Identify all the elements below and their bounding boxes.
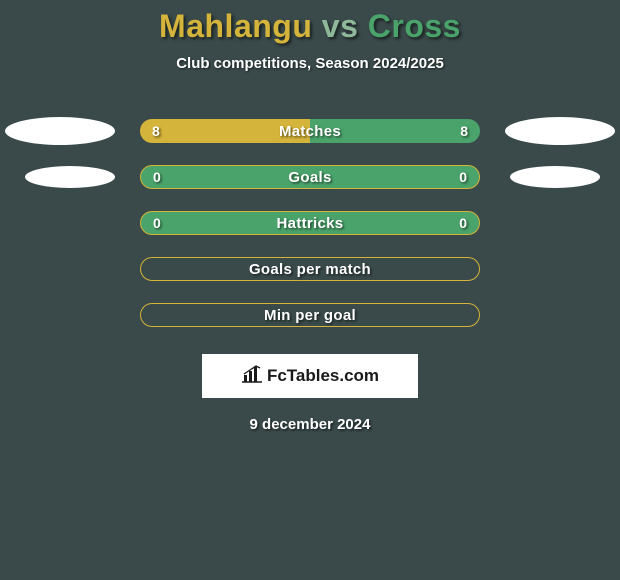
bar-chart-icon	[241, 365, 263, 388]
stat-value-left: 0	[153, 215, 161, 231]
stat-label: Goals	[288, 169, 331, 186]
stat-pill: 0 Hattricks 0	[140, 211, 480, 235]
left-marker	[5, 117, 115, 145]
stat-row: Min per goal	[0, 292, 620, 338]
vs-label: vs	[322, 8, 359, 44]
stat-label: Matches	[279, 123, 341, 140]
right-marker	[510, 166, 600, 188]
date-label: 9 december 2024	[0, 416, 620, 433]
stat-rows: 8 Matches 8 0 Goals 0 0 Hattricks 0 Goals per mat…	[0, 108, 620, 338]
stat-value-right: 8	[460, 123, 468, 139]
left-marker	[25, 166, 115, 188]
stat-pill: Goals per match	[140, 257, 480, 281]
player2-name: Cross	[368, 8, 461, 44]
stat-value-right: 0	[459, 169, 467, 185]
stat-label: Min per goal	[264, 307, 356, 324]
subtitle: Club competitions, Season 2024/2025	[0, 55, 620, 72]
stat-row: 0 Hattricks 0	[0, 200, 620, 246]
stat-label: Hattricks	[277, 215, 344, 232]
stat-value-left: 0	[153, 169, 161, 185]
stat-label: Goals per match	[249, 261, 371, 278]
player1-name: Mahlangu	[159, 8, 312, 44]
stat-value-left: 8	[152, 123, 160, 139]
stat-value-right: 0	[459, 215, 467, 231]
stat-pill: 0 Goals 0	[140, 165, 480, 189]
page-title: Mahlangu vs Cross	[0, 8, 620, 45]
right-marker	[505, 117, 615, 145]
stat-row: 0 Goals 0	[0, 154, 620, 200]
comparison-card: Mahlangu vs Cross Club competitions, Sea…	[0, 0, 620, 433]
logo-box: FcTables.com	[202, 354, 418, 398]
stat-pill: 8 Matches 8	[140, 119, 480, 143]
stat-row: 8 Matches 8	[0, 108, 620, 154]
stat-pill: Min per goal	[140, 303, 480, 327]
logo-text: FcTables.com	[267, 366, 379, 386]
logo: FcTables.com	[241, 365, 379, 388]
stat-row: Goals per match	[0, 246, 620, 292]
